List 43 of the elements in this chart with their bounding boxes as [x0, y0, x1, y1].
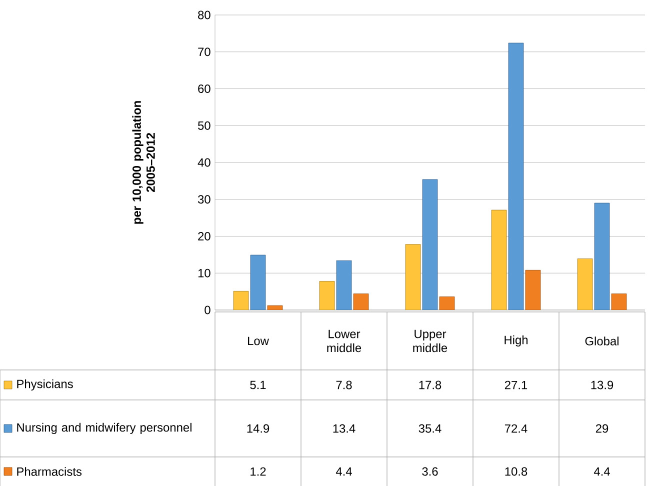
bar: [336, 260, 352, 310]
data-label: 5.1: [250, 380, 266, 390]
data-label: 27.1: [504, 380, 528, 390]
bar: [577, 258, 593, 310]
x-tick-label: Global: [585, 336, 618, 346]
data-label: 10.8: [505, 467, 528, 476]
y-tick-label: 50: [198, 121, 210, 130]
data-label: 3.6: [422, 467, 438, 476]
x-tick-label: High: [504, 335, 528, 347]
y-tick-label: 40: [198, 158, 210, 167]
bar: [525, 270, 541, 310]
data-label: 35.4: [418, 424, 442, 433]
legend-label: Pharmacists: [17, 467, 82, 476]
bar: [508, 42, 524, 310]
data-label: 29: [596, 424, 608, 433]
data-label: 13.9: [591, 380, 614, 390]
y-tick-label: 10: [198, 268, 210, 278]
y-axis-title: per 10,000 population 2005–2012: [132, 101, 155, 224]
legend-label: Physicians: [17, 379, 73, 391]
data-label: 4.4: [336, 467, 352, 476]
x-tick-label: Upper middle: [413, 330, 448, 352]
y-tick-label: 80: [198, 10, 210, 20]
bar: [491, 210, 507, 310]
bar: [594, 202, 610, 310]
x-tick-label: Lower middle: [327, 330, 362, 352]
bar: [405, 244, 421, 310]
bar: [319, 281, 335, 310]
y-tick-label: 70: [198, 48, 210, 56]
data-label: 13.4: [333, 424, 356, 433]
bar: [250, 254, 266, 310]
y-tick-label: 20: [198, 232, 210, 240]
legend-label: Nursing and midwifery personnel: [17, 422, 192, 434]
x-tick-label: Low: [248, 336, 269, 346]
data-label: 72.4: [504, 424, 528, 433]
data-label: 1.2: [250, 467, 266, 476]
y-tick-label: 0: [204, 306, 210, 314]
bar: [422, 179, 438, 310]
data-label: 17.8: [419, 380, 442, 390]
data-label: 7.8: [336, 380, 352, 390]
data-label: 14.9: [247, 424, 270, 433]
data-label: 4.4: [594, 467, 610, 476]
y-tick-label: 60: [198, 84, 210, 93]
y-tick-label: 30: [198, 195, 210, 204]
